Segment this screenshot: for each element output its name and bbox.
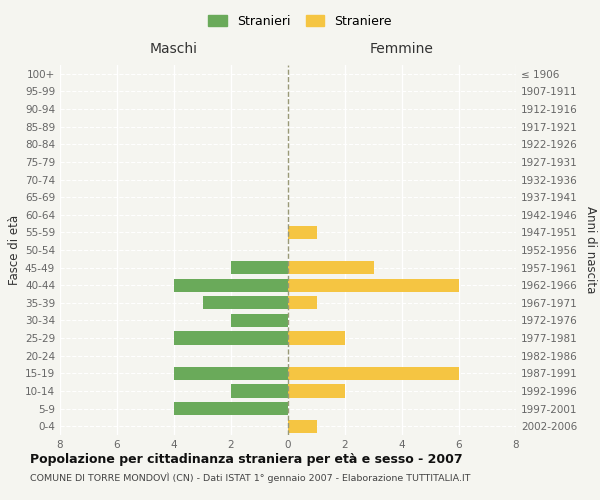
Bar [174, 278, 288, 292]
Bar [288, 332, 345, 344]
Bar [288, 420, 317, 433]
Legend: Stranieri, Straniere: Stranieri, Straniere [205, 11, 395, 32]
Bar [203, 296, 288, 310]
Bar [231, 261, 288, 274]
Text: Popolazione per cittadinanza straniera per età e sesso - 2007: Popolazione per cittadinanza straniera p… [30, 452, 463, 466]
Y-axis label: Anni di nascita: Anni di nascita [584, 206, 597, 294]
Bar [231, 384, 288, 398]
Text: Maschi: Maschi [150, 42, 198, 56]
Bar [288, 366, 459, 380]
Y-axis label: Fasce di età: Fasce di età [8, 215, 21, 285]
Bar [174, 402, 288, 415]
Bar [288, 296, 317, 310]
Bar [288, 226, 317, 239]
Text: Femmine: Femmine [370, 42, 434, 56]
Bar [174, 332, 288, 344]
Bar [288, 384, 345, 398]
Bar [288, 278, 459, 292]
Bar [174, 366, 288, 380]
Bar [231, 314, 288, 327]
Bar [288, 261, 373, 274]
Text: COMUNE DI TORRE MONDOVÌ (CN) - Dati ISTAT 1° gennaio 2007 - Elaborazione TUTTITA: COMUNE DI TORRE MONDOVÌ (CN) - Dati ISTA… [30, 472, 470, 483]
